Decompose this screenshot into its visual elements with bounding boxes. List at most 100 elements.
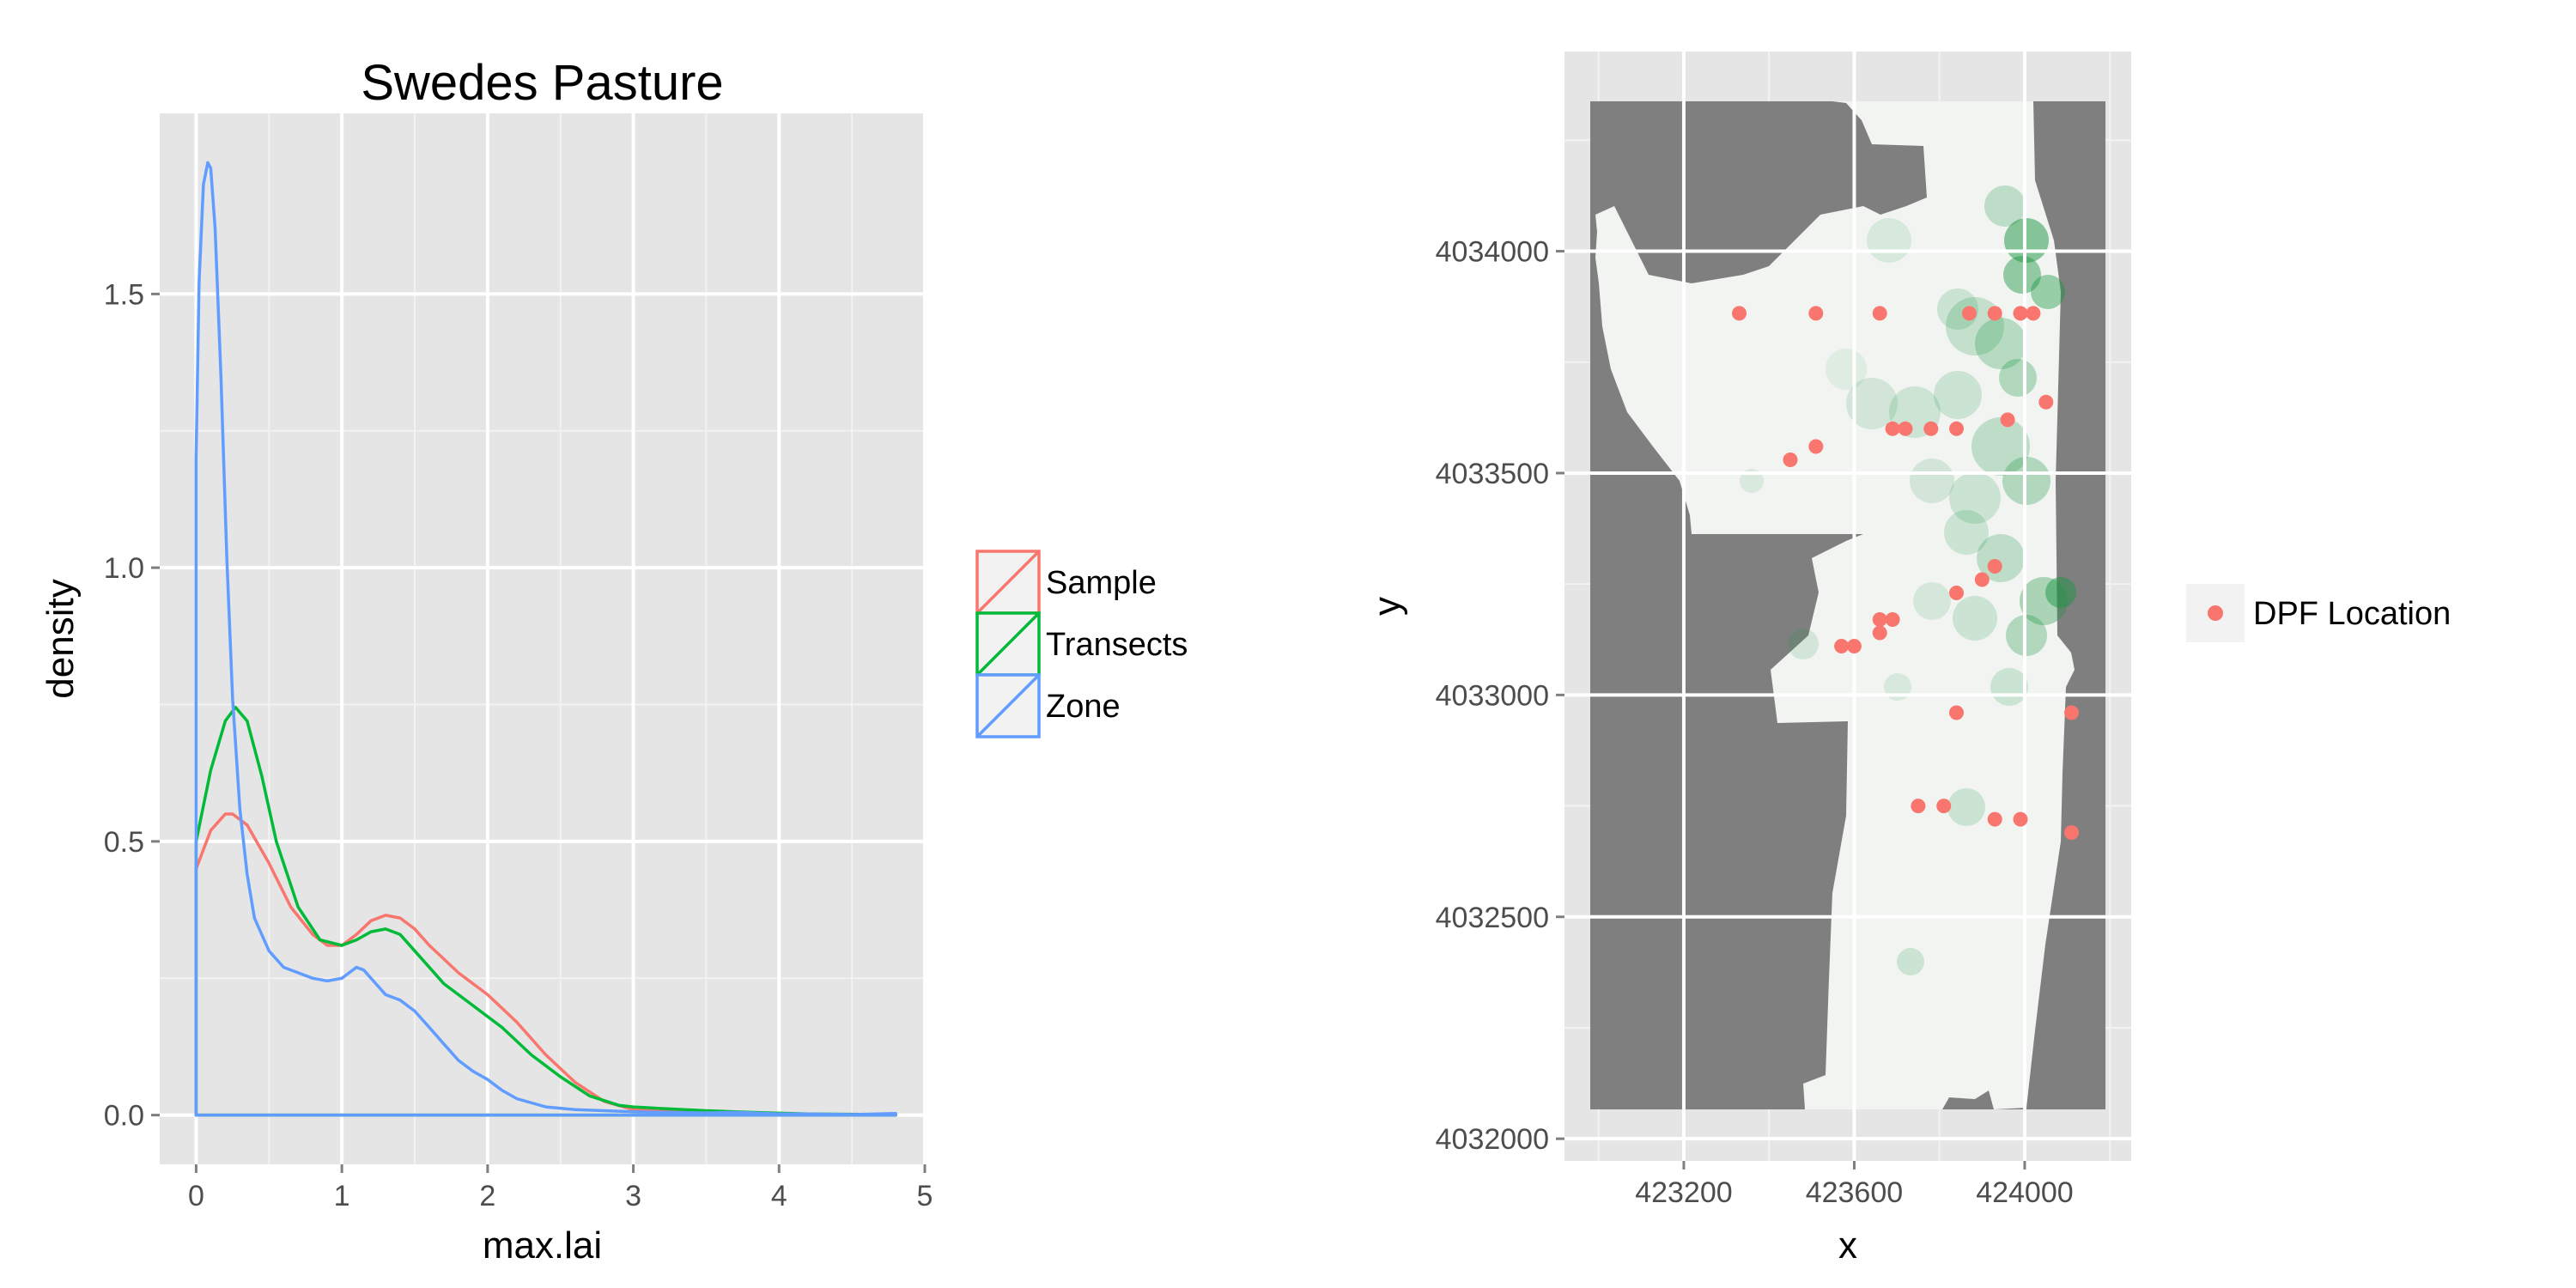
legend-key-diagonal-transects — [975, 611, 1041, 677]
dpf-location-point — [1949, 705, 1964, 720]
raster-vegetation-patch — [1934, 371, 1982, 419]
density-grid — [160, 113, 927, 1164]
dpf-location-point — [1974, 572, 1990, 587]
legend-label-dpf-location: DPF Location — [2253, 596, 2451, 632]
dpf-location-point — [1949, 586, 1964, 600]
raster-vegetation-patch — [1910, 459, 1954, 503]
map-raster — [1590, 101, 2105, 1109]
map-major-grid — [1564, 52, 2131, 1161]
raster-field-area — [1595, 101, 2075, 1109]
map-x-axis-title: x — [1838, 1224, 1857, 1267]
legend-label-transects: Transects — [1046, 627, 1188, 663]
legend-label-sample: Sample — [1046, 565, 1157, 601]
raster-vegetation-patch — [1947, 788, 1985, 826]
dpf-location-point — [1961, 306, 1977, 321]
density-x-tick-label: 1 — [334, 1180, 350, 1212]
density-x-tick-label: 5 — [917, 1180, 933, 1212]
density-chart-title: Swedes Pasture — [361, 55, 723, 111]
legend-key-dpf-location-marker — [2208, 605, 2223, 621]
raster-vegetation-patch — [2006, 615, 2047, 656]
raster-vegetation-patch — [1975, 318, 2026, 369]
raster-vegetation-patch — [1867, 218, 1911, 263]
raster-vegetation-patch — [1990, 668, 2028, 706]
map-x-tick-label: 424000 — [1976, 1176, 2073, 1209]
map-axes: 423200 423600 424000 4032000 4032500 4033000 4… — [1436, 236, 2074, 1209]
dpf-location-point — [2000, 412, 2015, 428]
dpf-location-point — [1949, 421, 1964, 436]
dpf-location-point — [1846, 639, 1862, 653]
map-y-tick-label: 4032000 — [1436, 1123, 1549, 1156]
raster-vegetation-patch — [1846, 378, 1898, 429]
density-x-tick-label: 2 — [479, 1180, 495, 1212]
raster-vegetation-patch — [1949, 472, 2001, 524]
legend-key-diagonal-zone — [975, 673, 1041, 738]
density-axes: 0 1 2 3 4 5 0.0 0.5 1.0 1.5 — [104, 278, 933, 1212]
raster-vegetation-patch — [1788, 629, 1819, 659]
density-legend: Sample Transects Zone — [975, 550, 1188, 738]
map-y-axis-title: y — [1366, 597, 1408, 616]
raster-vegetation-patch — [1913, 582, 1951, 620]
dpf-location-point — [1987, 811, 2002, 827]
dpf-location-point — [1783, 453, 1798, 467]
dpf-location-point — [2038, 394, 2054, 410]
dpf-location-point — [1885, 612, 1900, 627]
map-y-tick-label: 4033500 — [1436, 458, 1549, 490]
raster-vegetation-patch — [1740, 469, 1764, 493]
raster-vegetation-patch — [2020, 577, 2068, 625]
dpf-location-point — [1911, 799, 1926, 814]
map-y-tick-label: 4032500 — [1436, 902, 1549, 934]
legend-key-diagonal-sample — [975, 550, 1041, 615]
dpf-location-point — [1936, 799, 1952, 814]
raster-vegetation-patch — [1953, 596, 1997, 641]
dpf-location-point — [2064, 825, 2079, 841]
dpf-location-point — [1872, 306, 1887, 321]
map-points-group — [1732, 306, 2079, 841]
density-x-axis-title: max.lai — [483, 1224, 602, 1267]
map-x-tick-label: 423600 — [1806, 1176, 1903, 1209]
raster-vegetation-patch — [1999, 359, 2037, 397]
raster-vegetation-patch — [1971, 417, 2030, 476]
legend-label-zone: Zone — [1046, 689, 1121, 725]
density-series-group — [194, 161, 897, 1117]
dpf-location-point — [2013, 306, 2028, 321]
dpf-location-point — [1808, 439, 1824, 454]
dpf-location-point — [1872, 612, 1887, 627]
dpf-location-point — [1898, 421, 1913, 436]
raster-vegetation-patch — [1897, 948, 1924, 975]
density-x-tick-label: 0 — [188, 1180, 204, 1212]
dpf-location-point — [1872, 625, 1887, 641]
raster-vegetation-patch — [1944, 510, 1989, 555]
dpf-location-point — [1987, 559, 2002, 574]
map-y-tick-label: 4034000 — [1436, 236, 1549, 269]
map-legend: DPF Location — [2186, 584, 2451, 642]
dpf-location-point — [1834, 639, 1850, 653]
density-x-tick-label: 4 — [771, 1180, 787, 1212]
map-y-tick-label: 4033000 — [1436, 679, 1549, 712]
map-x-tick-label: 423200 — [1635, 1176, 1732, 1209]
dpf-location-point — [1808, 306, 1824, 321]
dpf-location-point — [2064, 705, 2079, 720]
dpf-location-point — [2026, 306, 2041, 321]
density-y-tick-label: 0.5 — [104, 826, 144, 859]
density-y-tick-label: 0.0 — [104, 1100, 144, 1133]
density-series-transects — [194, 705, 897, 1117]
dpf-location-point — [1923, 421, 1939, 436]
density-x-tick-label: 3 — [625, 1180, 641, 1212]
raster-vegetation-patch — [2003, 256, 2041, 294]
raster-vegetation-patch — [2045, 577, 2076, 608]
density-series-zone — [194, 161, 897, 1117]
density-y-axis-title: density — [39, 579, 82, 698]
raster-vegetation-patch — [2031, 275, 2065, 309]
raster-vegetation-patch — [2002, 457, 2050, 505]
density-y-tick-label: 1.0 — [104, 552, 144, 585]
dpf-location-point — [1885, 421, 1900, 436]
density-panel-background — [160, 113, 925, 1164]
density-chart: 0 1 2 3 4 5 0.0 0.5 1.0 1.5 Swedes Pasture max.la… — [39, 55, 1188, 1267]
location-map-chart: 423200 423600 424000 4032000 4032500 4033000 4… — [1366, 52, 2451, 1267]
dpf-location-point — [1732, 306, 1747, 321]
raster-vegetation-patch — [1984, 185, 2026, 227]
dpf-location-point — [2013, 811, 2028, 827]
raster-vegetation-patch — [1826, 349, 1867, 390]
density-y-tick-label: 1.5 — [104, 278, 144, 311]
